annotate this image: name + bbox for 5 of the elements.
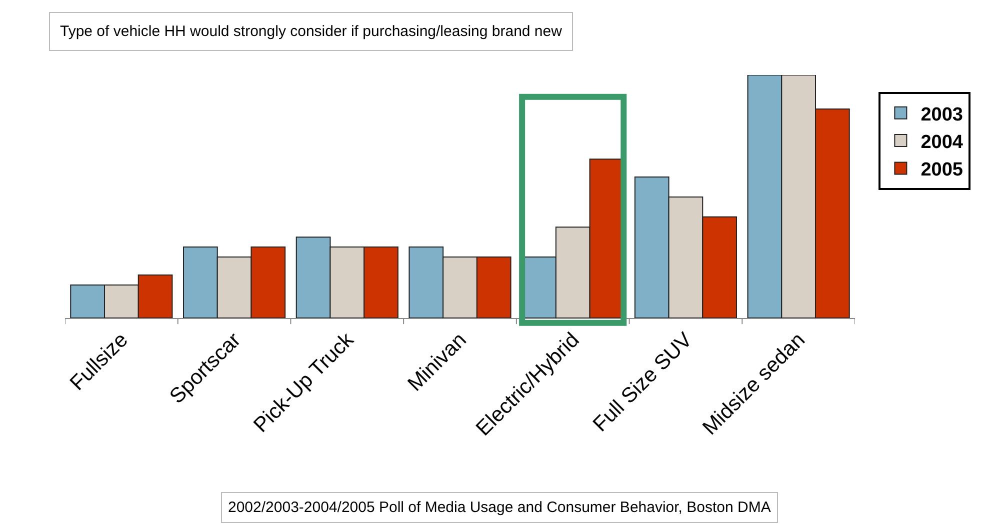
legend-label: 2004 [920, 132, 964, 153]
legend-label: 2005 [920, 160, 964, 181]
text: 2002/2003-2004/2005 Poll of Media Usage and Consumer Behavior, Boston DMA [228, 499, 771, 516]
chart-title: Type of vehicle HH would strongly consider if purchasing/leasing brand new [60, 23, 562, 40]
legend-label: 2003 [920, 104, 963, 126]
